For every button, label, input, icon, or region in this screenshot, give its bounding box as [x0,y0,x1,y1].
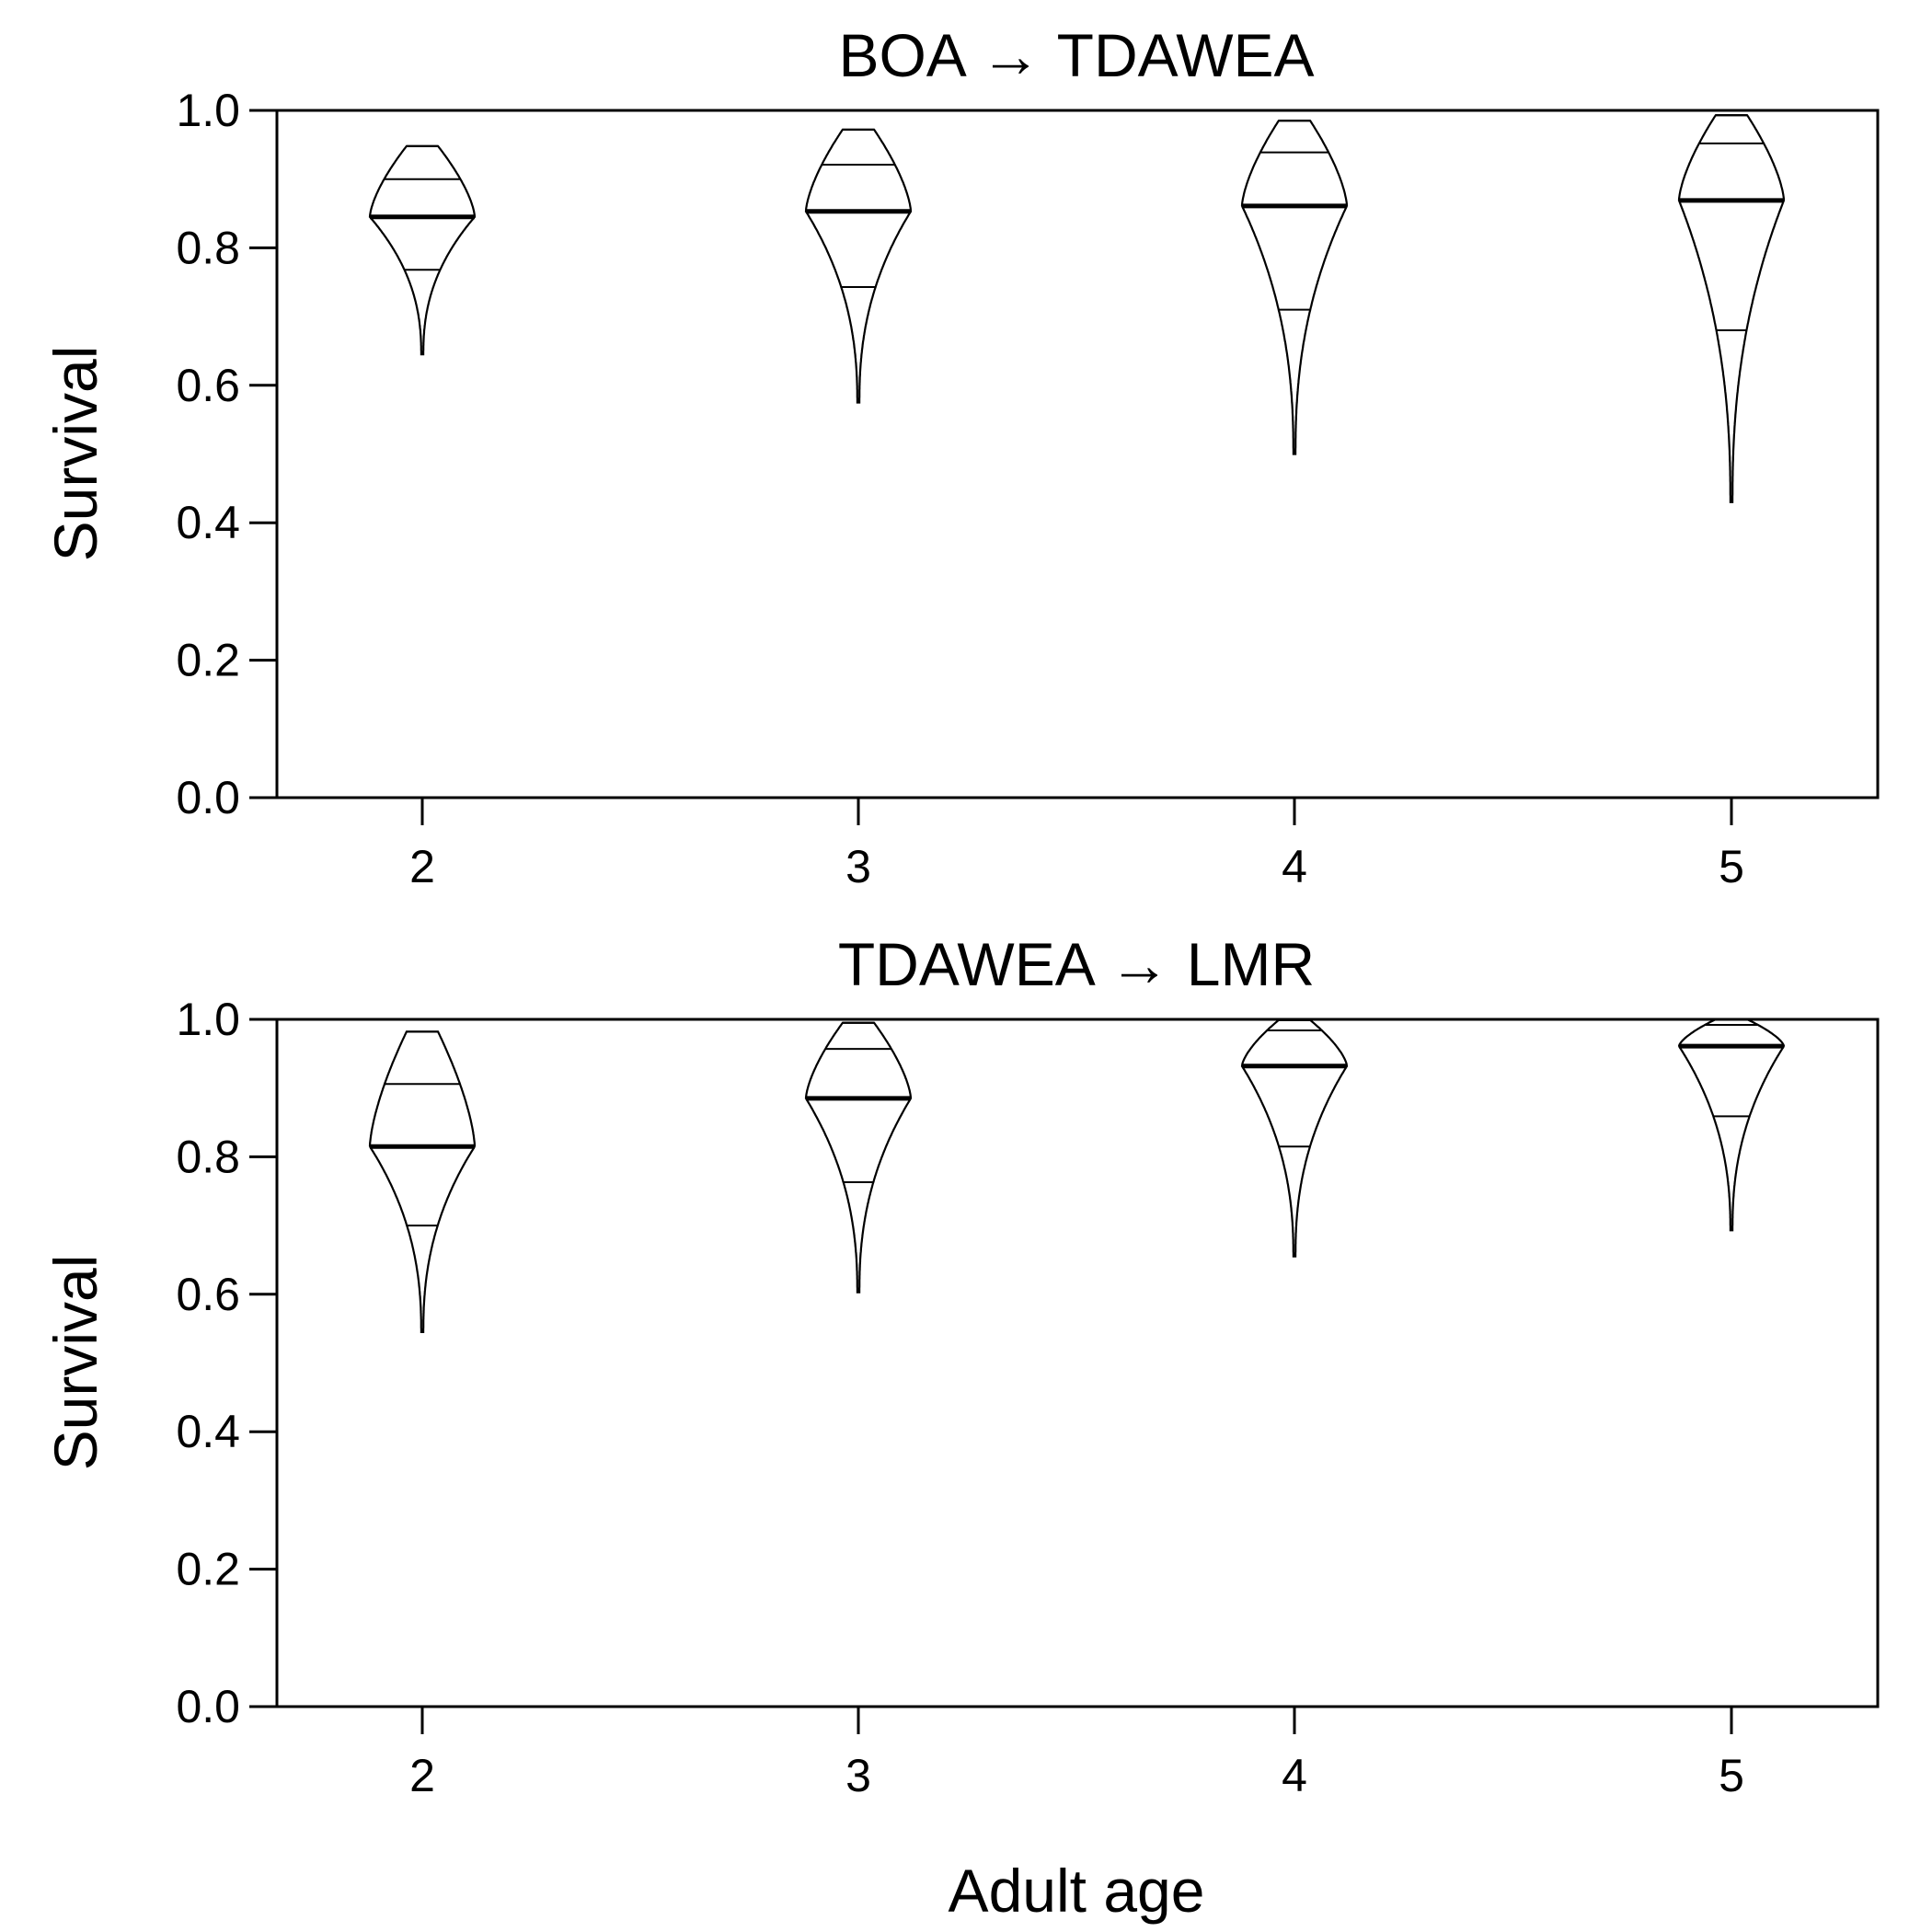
y-tick-label: 1.0 [176,994,240,1045]
y-tick-label: 0.0 [176,1681,240,1732]
y-tick-label: 0.4 [176,497,240,548]
violin-series [368,114,1786,503]
plot-frame [275,1018,1880,1708]
x-tick-label: 5 [1719,841,1744,892]
panel-tdawea-to-lmr: TDAWEA → LMR Survival 0.0 0.2 0.4 0.6 0.8 1.0… [41,930,1880,1801]
panel-title: BOA → TDAWEA [838,21,1314,89]
x-tick-label: 3 [845,841,871,892]
x-axis: 2 3 4 5 [409,798,1744,892]
x-tick-label: 3 [845,1750,871,1801]
panel-boa-to-tdawea: BOA → TDAWEA Survival 0.0 0.2 0.4 0.6 0.8 1.0… [41,21,1880,892]
panel-title: TDAWEA → LMR [838,930,1315,998]
x-tick-label: 2 [409,841,435,892]
x-axis-label: Adult age [949,1857,1205,1925]
y-axis-label: Survival [41,1255,109,1471]
y-tick-label: 0.2 [176,1544,240,1595]
y-tick-label: 1.0 [176,85,240,136]
y-tick-label: 0.4 [176,1406,240,1457]
y-axis: 0.0 0.2 0.4 0.6 0.8 1.0 [176,85,277,823]
x-tick-label: 2 [409,1750,435,1801]
y-axis-label: Survival [41,346,109,562]
plot-frame [275,109,1880,799]
x-axis: 2 3 4 5 [409,1707,1744,1801]
y-tick-label: 0.8 [176,222,240,273]
y-tick-label: 0.0 [176,772,240,823]
x-tick-label: 5 [1719,1750,1744,1801]
y-tick-label: 0.2 [176,635,240,686]
x-tick-label: 4 [1282,1750,1307,1801]
violin-series [368,1018,1786,1333]
y-tick-label: 0.8 [176,1131,240,1182]
y-tick-label: 0.6 [176,360,240,411]
x-tick-label: 4 [1282,841,1307,892]
y-tick-label: 0.6 [176,1269,240,1320]
y-axis: 0.0 0.2 0.4 0.6 0.8 1.0 [176,994,277,1732]
